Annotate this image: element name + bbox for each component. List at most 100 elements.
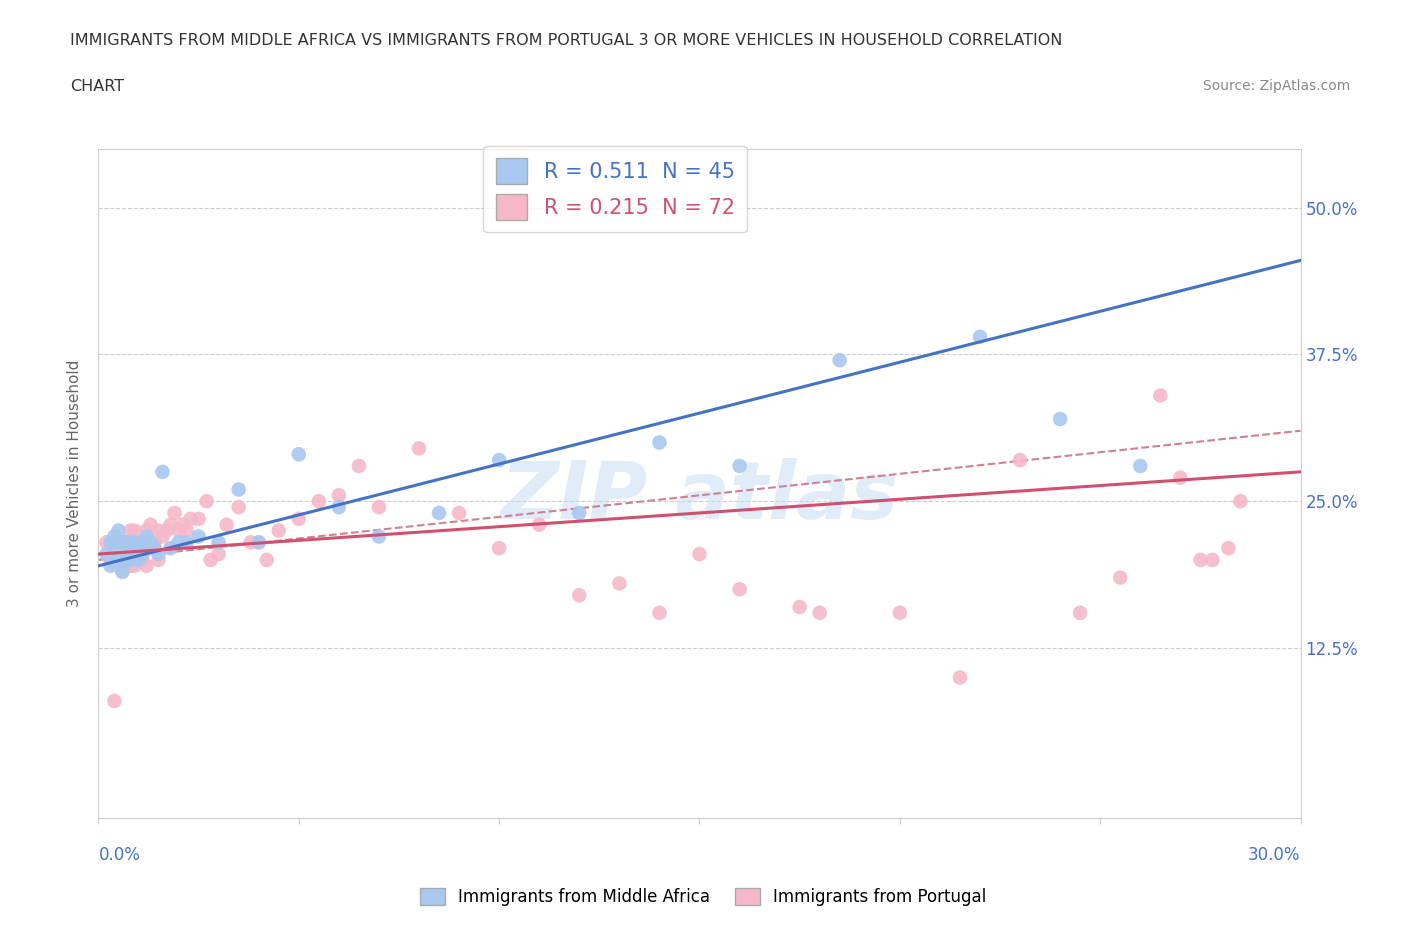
Point [228, 482, 250, 497]
Point [488, 453, 510, 468]
Point [96, 547, 118, 562]
Point [143, 535, 166, 550]
Point [728, 458, 751, 473]
Point [115, 547, 138, 562]
Point [195, 494, 218, 509]
Point [200, 552, 222, 567]
Point [689, 547, 711, 562]
Point [159, 517, 181, 532]
Point [120, 558, 142, 573]
Point [120, 552, 142, 567]
Point [124, 558, 146, 573]
Point [368, 529, 391, 544]
Text: 30.0%: 30.0% [1249, 846, 1301, 864]
Point [139, 517, 162, 532]
Point [100, 535, 122, 550]
Point [609, 576, 631, 591]
Point [103, 540, 125, 555]
Point [267, 524, 290, 538]
Point [159, 540, 181, 555]
Point [152, 529, 174, 544]
Point [288, 512, 311, 526]
Point [969, 329, 991, 344]
Point [135, 529, 157, 544]
Y-axis label: 3 or more Vehicles in Household: 3 or more Vehicles in Household [67, 360, 83, 607]
Point [256, 552, 278, 567]
Text: CHART: CHART [70, 79, 124, 94]
Point [568, 588, 591, 603]
Point [180, 512, 202, 526]
Point [1010, 453, 1032, 468]
Point [111, 535, 134, 550]
Point [176, 535, 198, 550]
Point [107, 535, 129, 550]
Point [148, 547, 170, 562]
Point [131, 535, 153, 550]
Point [328, 488, 350, 503]
Point [128, 535, 150, 550]
Point [115, 535, 138, 550]
Point [148, 524, 170, 538]
Point [789, 600, 811, 615]
Point [488, 540, 510, 555]
Point [568, 506, 591, 521]
Point [115, 535, 138, 550]
Point [111, 565, 134, 579]
Legend: Immigrants from Middle Africa, Immigrants from Portugal: Immigrants from Middle Africa, Immigrant… [413, 881, 993, 912]
Point [135, 524, 157, 538]
Point [288, 446, 311, 461]
Point [107, 552, 129, 567]
Point [728, 582, 751, 597]
Point [187, 512, 209, 526]
Point [107, 524, 129, 538]
Point [1149, 388, 1171, 403]
Point [131, 547, 153, 562]
Text: Source: ZipAtlas.com: Source: ZipAtlas.com [1202, 79, 1350, 93]
Point [648, 605, 671, 620]
Text: ZIP atlas: ZIP atlas [501, 458, 898, 536]
Point [155, 524, 177, 538]
Point [239, 535, 262, 550]
Point [111, 565, 134, 579]
Point [328, 499, 350, 514]
Point [167, 535, 190, 550]
Point [208, 547, 231, 562]
Point [107, 535, 129, 550]
Point [368, 499, 391, 514]
Point [107, 558, 129, 573]
Point [1170, 471, 1192, 485]
Text: 0.0%: 0.0% [98, 846, 141, 864]
Point [163, 506, 186, 521]
Point [103, 529, 125, 544]
Point [115, 547, 138, 562]
Point [111, 535, 134, 550]
Point [208, 535, 231, 550]
Point [1109, 570, 1132, 585]
Point [187, 529, 209, 544]
Point [124, 535, 146, 550]
Point [1201, 552, 1223, 567]
Point [949, 670, 972, 684]
Point [1189, 552, 1212, 567]
Text: IMMIGRANTS FROM MIDDLE AFRICA VS IMMIGRANTS FROM PORTUGAL 3 OR MORE VEHICLES IN : IMMIGRANTS FROM MIDDLE AFRICA VS IMMIGRA… [70, 33, 1063, 47]
Point [152, 464, 174, 479]
Point [828, 352, 851, 367]
Point [648, 435, 671, 450]
Point [347, 458, 370, 473]
Point [408, 441, 430, 456]
Point [247, 535, 270, 550]
Point [128, 540, 150, 555]
Point [139, 535, 162, 550]
Point [139, 540, 162, 555]
Point [120, 540, 142, 555]
Point [529, 517, 551, 532]
Point [103, 535, 125, 550]
Point [447, 506, 470, 521]
Point [1218, 540, 1240, 555]
Legend: R = 0.511  N = 45, R = 0.215  N = 72: R = 0.511 N = 45, R = 0.215 N = 72 [484, 146, 748, 232]
Point [427, 506, 450, 521]
Point [120, 535, 142, 550]
Point [128, 552, 150, 567]
Point [100, 552, 122, 567]
Point [100, 558, 122, 573]
